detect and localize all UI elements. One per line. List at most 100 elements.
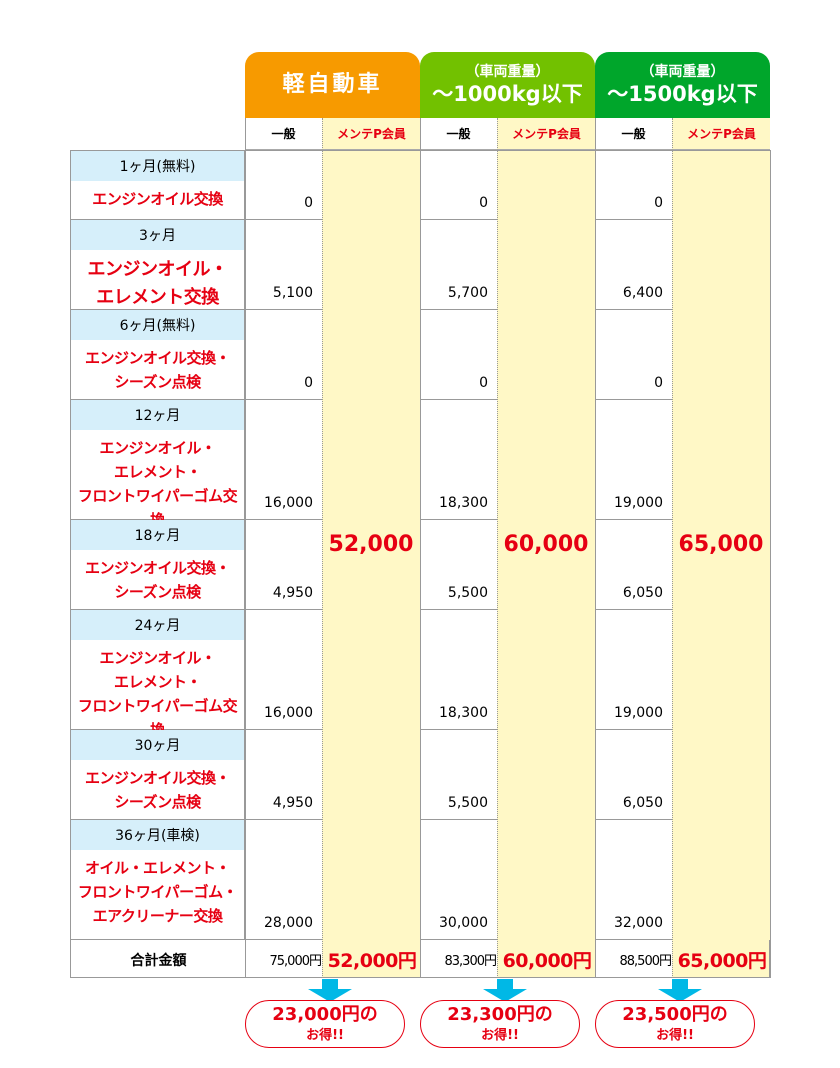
general-price: 0 xyxy=(479,375,488,391)
general-price: 30,000 xyxy=(439,915,488,931)
column-line xyxy=(595,118,596,978)
member-merge xyxy=(323,939,420,940)
member-merge xyxy=(673,219,770,220)
sub-header-general: 一般 xyxy=(420,118,497,150)
row-label: 3ヶ月 エンジンオイル・ エレメント交換 xyxy=(70,220,245,309)
row-service: エンジンオイル・ エレメント・ フロントワイパーゴム交換 xyxy=(77,439,238,529)
row-month: 24ヶ月 xyxy=(71,610,244,640)
header-2: （車両重量） ～1500kg以下 xyxy=(595,52,770,118)
member-merge xyxy=(673,939,770,940)
general-price: 18,300 xyxy=(439,705,488,721)
total-member: 60,000円 xyxy=(502,950,592,972)
general-price: 6,050 xyxy=(622,585,663,601)
arrow-down-icon xyxy=(658,989,702,1002)
member-merge xyxy=(323,309,420,310)
header-title: ～1000kg以下 xyxy=(432,82,583,106)
general-price: 4,950 xyxy=(272,585,313,601)
general-price: 4,950 xyxy=(272,795,313,811)
sub-header-member: メンテP会員 xyxy=(672,118,770,150)
member-merge xyxy=(323,519,420,520)
savings-amount: 23,500円の xyxy=(622,1004,728,1025)
column-line xyxy=(245,118,246,978)
total-label: 合計金額 xyxy=(130,953,187,969)
row-service: エンジンオイル交換・ シーズン点検 xyxy=(84,349,231,391)
general-price: 16,000 xyxy=(264,705,313,721)
member-merge xyxy=(498,819,595,820)
arrow-down-icon xyxy=(483,989,527,1002)
general-price: 18,300 xyxy=(439,495,488,511)
member-merge xyxy=(673,819,770,820)
member-column-bg xyxy=(322,150,420,978)
member-merge xyxy=(498,609,595,610)
total-general: 75,000円 xyxy=(269,954,323,969)
member-merge xyxy=(673,519,770,520)
arrow-down-icon xyxy=(322,979,338,989)
row-month: 1ヶ月(無料) xyxy=(71,151,244,181)
member-merge xyxy=(498,399,595,400)
table-row: 36ヶ月(車検) オイル・エレメント・ フロントワイパーゴム・ エアクリーナー交換… xyxy=(70,820,771,940)
arrow-down-icon xyxy=(497,979,513,989)
general-price: 6,400 xyxy=(622,285,663,301)
table-row: 6ヶ月(無料) エンジンオイル交換・ シーズン点検 0 0 0 xyxy=(70,310,771,400)
general-price: 28,000 xyxy=(264,915,313,931)
general-price: 19,000 xyxy=(614,495,663,511)
header-1: （車両重量） ～1000kg以下 xyxy=(420,52,595,118)
savings-note: お得!! xyxy=(306,1028,344,1043)
table-row: 1ヶ月(無料) エンジンオイル交換 0 0 0 xyxy=(70,150,771,220)
member-merge xyxy=(498,939,595,940)
header-0: 軽自動車 xyxy=(245,52,420,118)
header-title: ～1500kg以下 xyxy=(607,82,758,106)
general-price: 5,500 xyxy=(447,585,488,601)
row-month: 30ヶ月 xyxy=(71,730,244,760)
row-label: 6ヶ月(無料) エンジンオイル交換・ シーズン点検 xyxy=(70,310,245,399)
column-line xyxy=(420,118,421,978)
general-price: 0 xyxy=(654,195,663,211)
total-row: 合計金額 75,000円 52,000円 83,300円 60,000円 88,500円 6… xyxy=(70,940,770,978)
row-label: 30ヶ月エンジンオイル交換・ シーズン点検 xyxy=(70,730,245,819)
general-price: 0 xyxy=(304,375,313,391)
general-price: 32,000 xyxy=(614,915,663,931)
member-merge xyxy=(498,729,595,730)
row-service: オイル・エレメント・ フロントワイパーゴム・ エアクリーナー交換 xyxy=(77,859,238,925)
total-member: 65,000円 xyxy=(677,950,767,972)
row-service: エンジンオイル交換・ シーズン点検 xyxy=(84,559,231,601)
row-label: 36ヶ月(車検) オイル・エレメント・ フロントワイパーゴム・ エアクリーナー交換 xyxy=(70,820,245,939)
member-merge xyxy=(323,729,420,730)
savings-badge: 23,500円のお得!! xyxy=(595,1000,755,1048)
sub-header-member: メンテP会員 xyxy=(497,118,595,150)
header-subtitle: （車両重量） xyxy=(465,64,550,80)
savings-note: お得!! xyxy=(481,1028,519,1043)
row-service: エンジンオイル交換 xyxy=(92,190,223,208)
row-month: 6ヶ月(無料) xyxy=(71,310,244,340)
member-merge xyxy=(323,819,420,820)
general-price: 5,100 xyxy=(272,285,313,301)
row-service: エンジンオイル交換・ シーズン点検 xyxy=(84,769,231,811)
savings-note: お得!! xyxy=(656,1028,694,1043)
member-merge xyxy=(673,609,770,610)
member-merge xyxy=(323,219,420,220)
savings-badge: 23,000円の お得!! xyxy=(245,1000,405,1048)
general-price: 5,700 xyxy=(447,285,488,301)
column-line xyxy=(770,150,771,978)
arrow-down-icon xyxy=(308,989,352,1002)
member-price: 52,000 xyxy=(328,532,414,557)
row-label: 1ヶ月(無料) エンジンオイル交換 xyxy=(70,151,245,219)
table-row: 30ヶ月エンジンオイル交換・ シーズン点検 4,950 5,500 6,050 xyxy=(70,730,771,820)
row-month: 36ヶ月(車検) xyxy=(71,820,244,850)
row-service: エンジンオイル・ エレメント交換 xyxy=(87,259,229,308)
total-general: 83,300円 xyxy=(444,954,498,969)
general-price: 16,000 xyxy=(264,495,313,511)
header-title: 軽自動車 xyxy=(282,72,383,97)
row-label: 18ヶ月 エンジンオイル交換・ シーズン点検 xyxy=(70,520,245,609)
member-merge xyxy=(323,399,420,400)
row-month: 12ヶ月 xyxy=(71,400,244,430)
sub-header-general: 一般 xyxy=(595,118,672,150)
general-price: 5,500 xyxy=(447,795,488,811)
member-merge xyxy=(673,309,770,310)
member-price: 65,000 xyxy=(678,532,764,557)
sub-header-general: 一般 xyxy=(245,118,322,150)
savings-amount: 23,300円の xyxy=(447,1004,553,1025)
general-price: 6,050 xyxy=(622,795,663,811)
member-merge xyxy=(498,309,595,310)
